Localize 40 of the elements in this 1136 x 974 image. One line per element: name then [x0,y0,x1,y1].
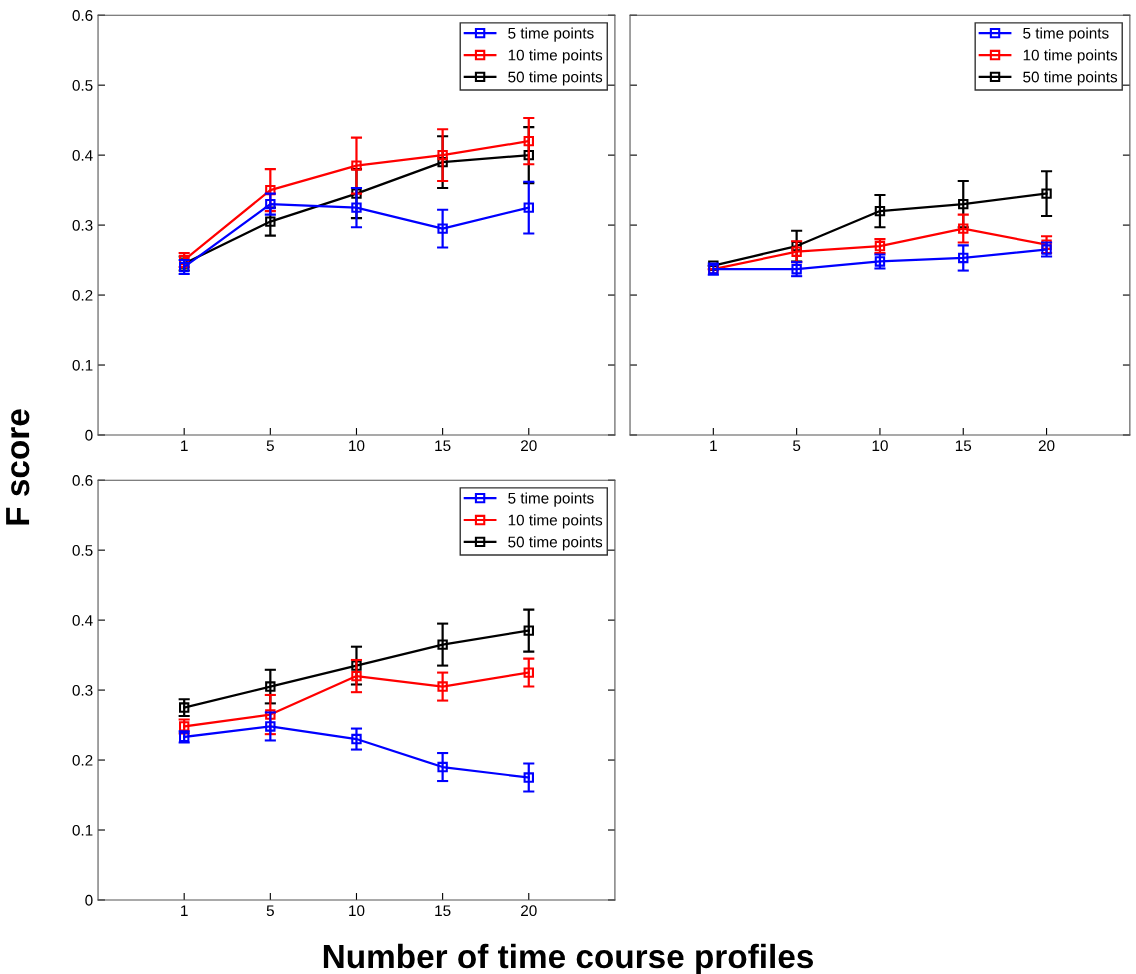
y-tick-label: 0.6 [72,10,93,21]
legend-label: 50 time points [1023,71,1118,86]
y-tick-label: 0.1 [72,359,93,371]
legend-label: 50 time points [508,71,603,86]
y-tick-label: 0 [85,429,93,441]
legend-label: 5 time points [508,27,594,42]
x-tick-label: 15 [955,440,972,452]
y-tick-label: 0.5 [72,80,93,91]
legend-label: 10 time points [1023,49,1118,64]
y-tick-label: 0.3 [72,219,93,231]
x-tick-label: 10 [349,905,365,917]
y-tick-label: 0 [85,894,93,906]
x-tick-label: 10 [349,440,365,452]
legend-label: 10 time points [508,49,603,64]
legend-label: 5 time points [1023,27,1109,42]
x-tick-label: 1 [181,905,188,916]
x-tick-label: 1 [710,440,717,451]
x-tick-label: 20 [521,905,537,917]
x-tick-label: 5 [793,440,801,452]
y-axis-title: F score [6,409,30,525]
y-tick-label: 0.5 [72,545,93,556]
y-tick-label: 0.2 [72,289,93,301]
y-tick-label: 0.4 [72,614,93,626]
y-tick-label: 0.6 [72,475,93,486]
x-tick-label: 20 [1038,440,1055,452]
x-tick-label: 1 [181,440,188,451]
x-tick-label: 10 [872,440,888,452]
y-tick-label: 0.4 [72,149,93,161]
x-tick-label: 5 [266,440,274,452]
x-tick-label: 5 [266,905,274,917]
x-tick-label: 20 [521,440,537,452]
x-axis-title: Number of time course profiles [323,943,813,974]
y-tick-label: 0.2 [72,754,93,766]
legend-label: 10 time points [508,514,603,529]
legend-label: 50 time points [508,536,603,551]
legend-label: 5 time points [508,492,594,507]
y-tick-label: 0.3 [72,684,93,696]
y-tick-label: 0.1 [72,824,93,836]
x-tick-label: 15 [435,905,451,917]
x-tick-label: 15 [435,440,451,452]
